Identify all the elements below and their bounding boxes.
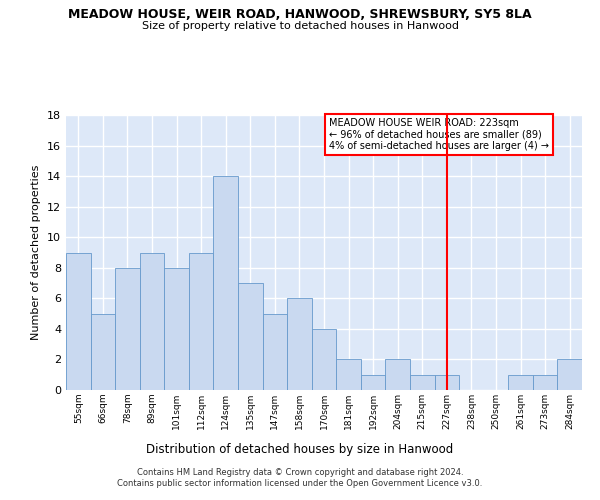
Text: Distribution of detached houses by size in Hanwood: Distribution of detached houses by size … [146, 442, 454, 456]
Bar [115, 268, 140, 390]
Text: Size of property relative to detached houses in Hanwood: Size of property relative to detached ho… [142, 21, 458, 31]
Bar [410, 374, 434, 390]
Bar [557, 360, 582, 390]
Bar [508, 374, 533, 390]
Text: MEADOW HOUSE, WEIR ROAD, HANWOOD, SHREWSBURY, SY5 8LA: MEADOW HOUSE, WEIR ROAD, HANWOOD, SHREWS… [68, 8, 532, 20]
Bar [336, 360, 361, 390]
Text: Contains HM Land Registry data © Crown copyright and database right 2024.
Contai: Contains HM Land Registry data © Crown c… [118, 468, 482, 487]
Y-axis label: Number of detached properties: Number of detached properties [31, 165, 41, 340]
Bar [361, 374, 385, 390]
Bar [287, 298, 312, 390]
Bar [214, 176, 238, 390]
Bar [434, 374, 459, 390]
Bar [385, 360, 410, 390]
Bar [238, 283, 263, 390]
Bar [312, 329, 336, 390]
Bar [91, 314, 115, 390]
Bar [189, 252, 214, 390]
Bar [66, 252, 91, 390]
Bar [164, 268, 189, 390]
Bar [533, 374, 557, 390]
Bar [263, 314, 287, 390]
Bar [140, 252, 164, 390]
Text: MEADOW HOUSE WEIR ROAD: 223sqm
← 96% of detached houses are smaller (89)
4% of s: MEADOW HOUSE WEIR ROAD: 223sqm ← 96% of … [329, 118, 549, 152]
